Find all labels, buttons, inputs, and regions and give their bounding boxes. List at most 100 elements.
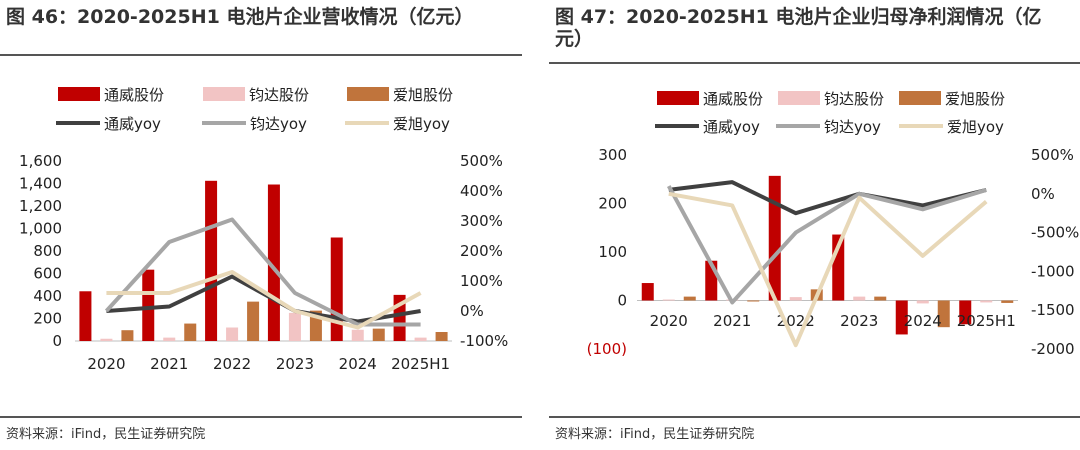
bar-junda: [980, 300, 993, 303]
bar-tongwei: [895, 300, 908, 335]
bar-junda: [226, 327, 239, 341]
y-tick-label: 1,600: [19, 152, 62, 170]
y-tick-label: 1,200: [19, 197, 62, 215]
source-rule: [549, 416, 1080, 418]
chart-title: 图 46：2020-2025H1 电池片企业营收情况（亿元）: [6, 6, 474, 28]
bar-aixu: [747, 300, 760, 302]
y2-tick-label: 500%: [460, 152, 503, 170]
y-tick-label: 0: [617, 292, 627, 310]
legend-label-aixu: 爱旭股份: [945, 90, 1005, 108]
y-tick-label: 200: [33, 310, 62, 328]
revenue-chart: 通威股份 钧达股份 爱旭股份 通威yoy 钧达yoy 爱旭yoy 0 200 400…: [19, 86, 508, 373]
y-tick-label: 1,000: [19, 220, 62, 238]
legend-swatch-tongwei: [657, 91, 699, 105]
bar-tongwei: [205, 180, 218, 341]
source-note: 资料来源：iFind，民生证券研究院: [6, 427, 206, 442]
chart-title-line2: 元）: [555, 28, 594, 50]
source-rule: [0, 416, 522, 418]
bar-aixu: [435, 332, 448, 341]
y2-tick-label: 100%: [460, 272, 503, 290]
x-tick-label: 2022: [213, 355, 251, 373]
legend-label-tongwei-yoy: 通威yoy: [104, 115, 161, 133]
y2-tick-label: -1500: [1031, 301, 1075, 319]
legend-label-tongwei-yoy: 通威yoy: [703, 118, 760, 136]
legend-label-aixu-yoy: 爱旭yoy: [393, 115, 450, 133]
y-tick-label: 200: [598, 195, 627, 213]
bar-tongwei: [959, 300, 972, 325]
y2-tick-label: -2000: [1031, 340, 1075, 358]
x-tick-label: 2020: [650, 312, 688, 330]
y2-tick-label: -1000: [1031, 262, 1075, 280]
bar-aixu: [683, 296, 696, 301]
y2-tick-label: 200%: [460, 242, 503, 260]
bar-tongwei: [79, 291, 92, 341]
line-tongwei-yoy: [668, 180, 987, 216]
legend-label-junda-yoy: 钧达yoy: [250, 115, 307, 133]
x-tick-label: 2020: [87, 355, 125, 373]
bar-aixu: [121, 330, 134, 341]
x-tick-label: 2024: [904, 312, 942, 330]
bar-junda: [853, 296, 866, 301]
legend-label-junda: 钧达股份: [249, 86, 309, 104]
legend: 通威股份 钧达股份 爱旭股份 通威yoy 钧达yoy 爱旭yoy: [655, 90, 1005, 136]
bar-tongwei: [330, 237, 343, 341]
y2-tick-label: -500%: [1031, 224, 1079, 242]
x-tick-label: 2025H1: [391, 355, 450, 373]
x-tick-label: 2021: [713, 312, 751, 330]
y-tick-label: 300: [598, 146, 627, 164]
y-tick-label: 800: [33, 242, 62, 260]
bar-tongwei: [768, 175, 781, 301]
x-tick-label: 2023: [276, 355, 314, 373]
legend-swatch-aixu: [347, 87, 389, 101]
plot-area: 0 200 400 600 800 1,000 1,200 1,400 1,600 -100% 0%…: [19, 152, 508, 373]
line-junda-yoy: [666, 185, 987, 305]
legend-swatch-junda: [778, 91, 820, 105]
y-tick-label: 0: [52, 332, 62, 350]
legend-swatch-aixu: [899, 91, 941, 105]
x-tick-label: 2025H1: [957, 312, 1016, 330]
y-tick-label: 600: [33, 265, 62, 283]
y2-tick-label: 400%: [460, 182, 503, 200]
line-aixu-yoy: [668, 191, 988, 348]
bar-tongwei: [641, 283, 654, 301]
x-tick-label: 2021: [150, 355, 188, 373]
bar-aixu: [372, 328, 385, 341]
title-rule: [0, 54, 522, 56]
line-aixu-yoy: [106, 270, 422, 330]
bar-aixu: [937, 300, 950, 328]
y2-tick-label: 300%: [460, 212, 503, 230]
chart-title: 图 47：2020-2025H1 电池片企业归母净利润情况（亿 元）: [555, 6, 1041, 50]
bar-junda: [916, 300, 929, 304]
source-note: 资料来源：iFind，民生证券研究院: [555, 427, 755, 442]
title-rule: [549, 62, 1080, 64]
legend-label-junda: 钧达股份: [824, 90, 884, 108]
bar-tongwei: [142, 269, 155, 341]
x-tick-label: 2023: [840, 312, 878, 330]
net-profit-chart: 通威股份 钧达股份 爱旭股份 通威yoy 钧达yoy 爱旭yoy (100) 0 1…: [587, 90, 1080, 358]
line-junda-yoy: [104, 217, 421, 327]
legend-label-aixu: 爱旭股份: [393, 86, 453, 104]
chart-panel-net-profit: 图 47：2020-2025H1 电池片企业归母净利润情况（亿 元） 通威股份 …: [549, 0, 1080, 450]
bar-junda: [163, 337, 176, 341]
bar-aixu: [1001, 300, 1014, 303]
x-tick-label: 2024: [339, 355, 377, 373]
bar-aixu: [247, 301, 260, 341]
y2-tick-label: 0%: [460, 302, 484, 320]
y-tick-label: (100): [587, 340, 627, 358]
chart-panel-revenue: 图 46：2020-2025H1 电池片企业营收情况（亿元） 通威股份 钧达股份…: [0, 0, 522, 450]
legend-label-junda-yoy: 钧达yoy: [824, 118, 881, 136]
plot-area: (100) 0 100 200 300 -2000 -1500 -1000 -500% 0% 500…: [587, 146, 1080, 358]
legend-swatch-tongwei: [58, 87, 100, 101]
legend-label-tongwei: 通威股份: [104, 86, 164, 104]
chart-title-line1: 图 47：2020-2025H1 电池片企业归母净利润情况（亿: [555, 6, 1042, 28]
y2-tick-label: 0%: [1031, 185, 1055, 203]
y2-tick-label: -100%: [460, 332, 508, 350]
legend: 通威股份 钧达股份 爱旭股份 通威yoy 钧达yoy 爱旭yoy: [56, 86, 453, 133]
bar-aixu: [874, 296, 887, 301]
y-tick-label: 1,400: [19, 175, 62, 193]
bar-junda: [100, 338, 113, 341]
bar-junda: [288, 312, 301, 341]
legend-label-aixu-yoy: 爱旭yoy: [947, 118, 1004, 136]
bar-junda: [789, 297, 802, 301]
bar-junda: [414, 337, 427, 341]
